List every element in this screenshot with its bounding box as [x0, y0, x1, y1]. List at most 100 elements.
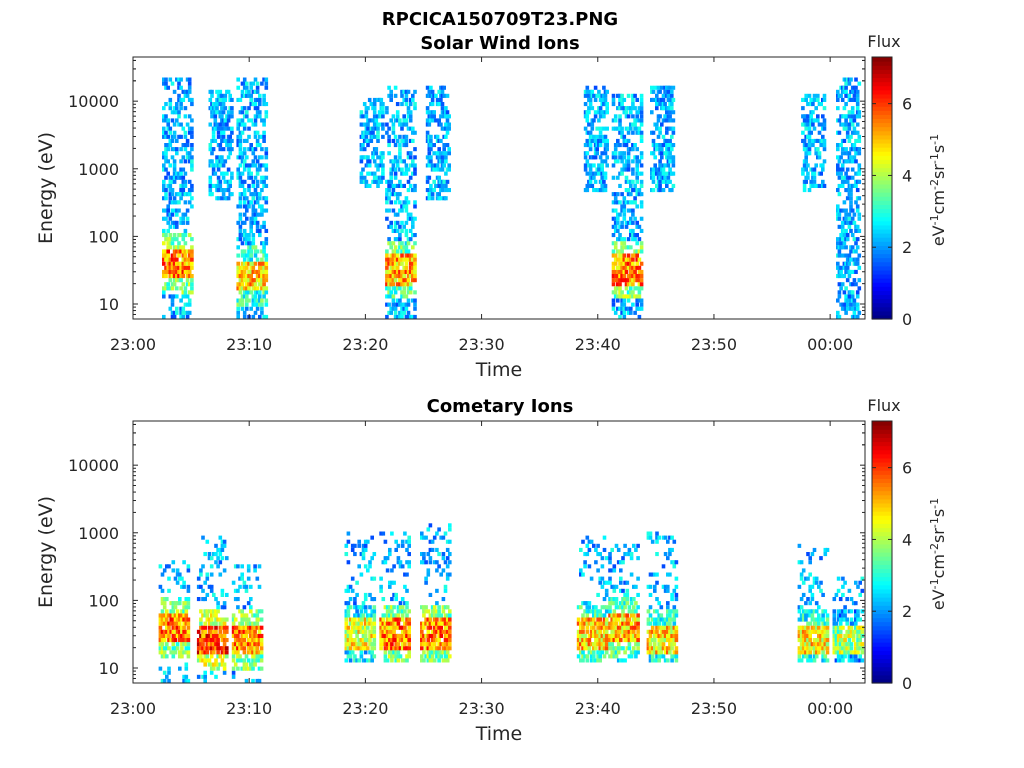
heatmap-cell — [635, 302, 639, 307]
heatmap-cell — [213, 171, 218, 176]
heatmap-cell — [602, 580, 607, 585]
heatmap-cell — [164, 253, 168, 258]
heatmap-cell — [247, 286, 251, 291]
heatmap-cell — [636, 617, 640, 622]
heatmap-cell — [214, 613, 218, 618]
x-axis: 23:00 23:10 23:20 23:30 23:40 23:50 00:00 — [110, 57, 853, 354]
heatmap-cell — [389, 310, 393, 315]
heatmap-cell — [185, 122, 190, 127]
heatmap-cell — [376, 155, 380, 160]
heatmap-cell — [619, 646, 623, 651]
heatmap-cell — [260, 265, 264, 270]
heatmap-cell — [425, 179, 430, 184]
heatmap-cell — [245, 294, 249, 299]
heatmap-cell — [670, 560, 674, 565]
heatmap-cell — [585, 658, 590, 663]
heatmap-cell — [807, 143, 812, 148]
heatmap-cell — [666, 556, 670, 561]
heatmap-cell — [211, 167, 216, 172]
heatmap-cell — [249, 97, 253, 102]
heatmap-cell — [253, 122, 258, 127]
heatmap-cell — [372, 633, 377, 638]
heatmap-cell — [663, 621, 668, 626]
heatmap-cell — [594, 621, 598, 626]
heatmap-cell — [608, 621, 612, 626]
heatmap-cell — [249, 278, 253, 283]
heatmap-cell — [404, 89, 409, 94]
heatmap-cell — [444, 106, 448, 111]
heatmap-cell — [190, 163, 194, 168]
heatmap-cell — [255, 212, 260, 217]
heatmap-cell — [173, 638, 178, 643]
heatmap-cell — [207, 633, 212, 638]
heatmap-cell — [413, 188, 417, 193]
heatmap-cell — [175, 613, 180, 618]
heatmap-cell — [166, 265, 170, 270]
heatmap-cell — [612, 646, 617, 651]
heatmap-cell — [388, 613, 392, 618]
heatmap-cell — [165, 613, 169, 618]
heatmap-cell — [441, 646, 446, 651]
heatmap-cell — [583, 646, 587, 651]
heatmap-cell — [257, 638, 262, 643]
heatmap-cell — [172, 196, 177, 201]
heatmap-cell — [260, 163, 264, 168]
heatmap-cell — [359, 552, 364, 557]
heatmap-cell — [393, 212, 398, 217]
colorbar-step — [872, 171, 892, 177]
heatmap-cell — [247, 233, 251, 238]
heatmap-cell — [251, 278, 256, 283]
heatmap-cell — [240, 564, 244, 569]
heatmap-cell — [187, 192, 192, 197]
heatmap-cell — [203, 650, 207, 655]
heatmap-cell — [598, 646, 602, 651]
heatmap-cell — [857, 228, 862, 233]
heatmap-cell — [244, 666, 249, 671]
heatmap-cell — [391, 249, 396, 254]
heatmap-cell — [398, 147, 402, 152]
heatmap-cell — [247, 290, 251, 295]
heatmap-cell — [400, 204, 404, 209]
heatmap-cell — [385, 646, 390, 651]
heatmap-cell — [167, 629, 171, 634]
heatmap-cell — [806, 102, 810, 107]
heatmap-cell — [406, 278, 411, 283]
heatmap-cell — [262, 253, 266, 258]
heatmap-cell — [429, 147, 433, 152]
heatmap-cell — [166, 147, 170, 152]
heatmap-cell — [594, 609, 598, 614]
heatmap-cell — [162, 261, 166, 266]
heatmap-cell — [400, 543, 405, 548]
colorbar-step — [872, 310, 892, 316]
heatmap-cell — [385, 261, 389, 266]
heatmap-cell — [238, 97, 243, 102]
heatmap-cell — [181, 261, 186, 266]
figure-title: RPCICA150709T23.PNG — [382, 9, 618, 30]
heatmap-cell — [368, 592, 372, 597]
heatmap-cell — [596, 658, 600, 663]
heatmap-cell — [620, 204, 624, 209]
heatmap-cell — [251, 216, 256, 221]
heatmap-cell — [184, 609, 189, 614]
heatmap-cell — [844, 171, 848, 176]
heatmap-cell — [226, 110, 231, 115]
heatmap-cell — [379, 576, 383, 581]
heatmap-cell — [806, 646, 810, 651]
heatmap-cell — [631, 114, 635, 119]
heatmap-cell — [440, 167, 445, 172]
heatmap-cell — [264, 208, 269, 213]
heatmap-cell — [359, 625, 364, 630]
heatmap-cell — [653, 658, 657, 663]
heatmap-cell — [618, 257, 622, 262]
heatmap-cell — [404, 204, 409, 209]
heatmap-cell — [611, 278, 616, 283]
heatmap-cell — [166, 212, 170, 217]
heatmap-cell — [376, 167, 380, 172]
heatmap-cell — [850, 89, 855, 94]
heatmap-cell — [182, 613, 186, 618]
heatmap-cell — [213, 118, 218, 123]
heatmap-cell — [230, 147, 234, 152]
heatmap-cell — [663, 625, 668, 630]
heatmap-cell — [165, 564, 169, 569]
heatmap-cell — [855, 89, 860, 94]
